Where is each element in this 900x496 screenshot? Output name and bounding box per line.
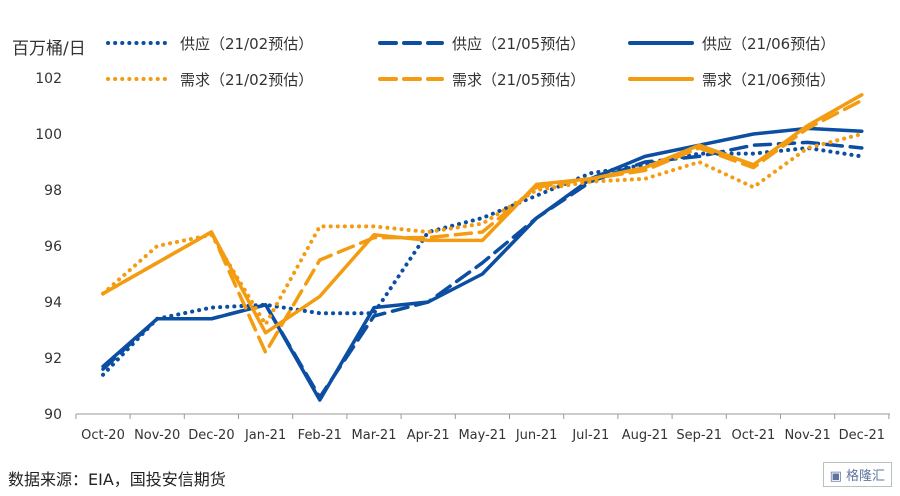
y-tick-label: 94 (44, 295, 62, 311)
y-tick-label: 92 (44, 351, 62, 367)
x-tick-label: Nov-21 (784, 428, 830, 443)
y-tick-label: 102 (35, 71, 62, 87)
legend-label: 供应（21/02预估） (180, 35, 313, 53)
y-tick-label: 98 (44, 183, 62, 199)
series-line (101, 93, 864, 335)
x-tick-label: Oct-20 (81, 428, 125, 443)
x-tick-label: Jun-21 (515, 428, 558, 443)
legend-label: 需求（21/05预估） (452, 71, 585, 89)
legend-label: 供应（21/06预估） (702, 35, 835, 53)
y-tick-label: 90 (44, 407, 62, 423)
x-tick-label: Apr-21 (407, 428, 450, 443)
watermark-logo: ▣ 格隆汇 (822, 462, 892, 487)
x-tick-label: Mar-21 (352, 428, 397, 443)
x-tick-label: Oct-21 (732, 428, 776, 443)
series-line (101, 98, 864, 355)
x-tick-label: Jul-21 (571, 428, 609, 443)
source-note: 数据来源：EIA，国投安信期货 (8, 470, 226, 489)
series-line (101, 140, 864, 399)
legend-label: 供应（21/05预估） (452, 35, 585, 53)
legend-label: 需求（21/02预估） (180, 71, 313, 89)
y-tick-label: 100 (35, 127, 62, 143)
y-tick-label: 96 (44, 239, 62, 255)
x-tick-label: Dec-20 (188, 428, 234, 443)
legend-label: 需求（21/06预估） (702, 71, 835, 89)
x-tick-label: May-21 (458, 428, 506, 443)
x-tick-label: Nov-20 (134, 428, 180, 443)
x-tick-label: Dec-21 (839, 428, 885, 443)
line-chart: Oct-20 Nov-20 Dec-20 Jan-21 Feb-21 Mar-21 Apr-… (35, 35, 890, 443)
x-tick-label: Aug-21 (622, 428, 669, 443)
x-tick-label: Feb-21 (298, 428, 342, 443)
x-tick-label: Jan-21 (244, 428, 286, 443)
series-line (101, 126, 864, 402)
y-axis-label: 百万桶/日 (12, 39, 86, 59)
x-tick-label: Sep-21 (676, 428, 722, 443)
